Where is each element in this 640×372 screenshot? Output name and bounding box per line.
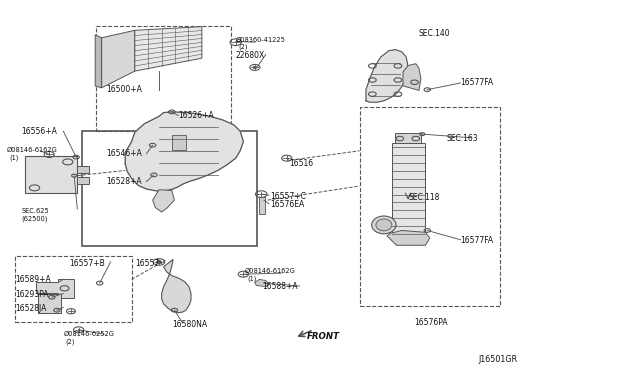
Text: (1): (1) [10, 155, 19, 161]
Text: 16576PA: 16576PA [415, 318, 448, 327]
Polygon shape [95, 35, 102, 88]
Text: 16293PA: 16293PA [15, 290, 48, 299]
Text: 16528JA: 16528JA [15, 304, 46, 313]
Text: FRONT: FRONT [307, 331, 340, 341]
Text: J16501GR: J16501GR [478, 355, 518, 364]
Text: 16589+A: 16589+A [15, 275, 51, 284]
Text: 16500+A: 16500+A [106, 85, 142, 94]
Text: SEC.140: SEC.140 [419, 29, 451, 38]
Text: 16557+C: 16557+C [270, 192, 306, 201]
Text: SEC.118: SEC.118 [408, 193, 440, 202]
Text: 16588+A: 16588+A [262, 282, 298, 291]
Text: (2): (2) [66, 339, 76, 345]
Text: 16580NA: 16580NA [172, 321, 207, 330]
Bar [392, 143, 426, 238]
Text: Ø08146-6162G: Ø08146-6162G [7, 147, 58, 153]
Text: 16528+A: 16528+A [106, 177, 141, 186]
Text: SEC.163: SEC.163 [447, 134, 478, 143]
Bar [77, 166, 89, 173]
Text: Ø08360-41225: Ø08360-41225 [236, 36, 285, 43]
Polygon shape [162, 259, 191, 313]
Bar [259, 197, 265, 214]
Text: 16577FA: 16577FA [461, 78, 493, 87]
Circle shape [253, 66, 257, 68]
Polygon shape [172, 135, 186, 150]
Text: 22680X: 22680X [236, 51, 265, 60]
Bar [15, 256, 132, 323]
Text: SEC.625: SEC.625 [21, 208, 49, 214]
Polygon shape [255, 279, 269, 287]
Bar [83, 131, 257, 246]
Polygon shape [403, 64, 421, 90]
Bar [360, 108, 500, 307]
Text: Ø08146-6162G: Ø08146-6162G [244, 268, 296, 274]
Ellipse shape [376, 219, 392, 231]
Text: (1): (1) [247, 275, 257, 282]
Text: 16516: 16516 [289, 158, 314, 167]
Text: 16576EA: 16576EA [270, 200, 305, 209]
Polygon shape [135, 27, 202, 71]
Polygon shape [366, 49, 408, 102]
Polygon shape [387, 231, 430, 245]
Text: 16526+A: 16526+A [178, 111, 214, 120]
Bar [25, 156, 77, 193]
Ellipse shape [372, 216, 396, 234]
Polygon shape [36, 279, 74, 298]
Text: 16577FA: 16577FA [461, 236, 493, 246]
Text: 16557+B: 16557+B [69, 259, 105, 267]
Polygon shape [102, 31, 135, 88]
Bar [97, 26, 230, 131]
Polygon shape [125, 112, 243, 192]
Text: (2): (2) [238, 44, 248, 50]
Text: 16546+A: 16546+A [106, 149, 142, 158]
Text: 16557: 16557 [135, 259, 159, 268]
Polygon shape [153, 190, 174, 212]
Bar [38, 294, 61, 313]
Bar [77, 177, 89, 184]
Bar [396, 134, 421, 143]
Circle shape [157, 260, 162, 263]
Text: (62500): (62500) [21, 215, 47, 222]
Text: Ø08146-6252G: Ø08146-6252G [63, 331, 114, 337]
Text: 16556+A: 16556+A [21, 126, 57, 136]
